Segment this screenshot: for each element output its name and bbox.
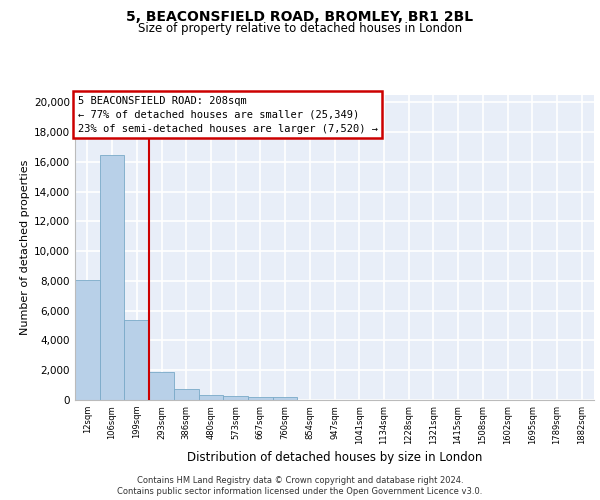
Bar — [199, 395, 223, 400]
Bar — [124, 320, 149, 400]
Text: Contains HM Land Registry data © Crown copyright and database right 2024.: Contains HM Land Registry data © Crown c… — [137, 476, 463, 485]
Bar — [75, 280, 100, 400]
Y-axis label: Number of detached properties: Number of detached properties — [20, 160, 30, 335]
Text: Size of property relative to detached houses in London: Size of property relative to detached ho… — [138, 22, 462, 35]
Text: Contains public sector information licensed under the Open Government Licence v3: Contains public sector information licen… — [118, 488, 482, 496]
Bar — [223, 396, 248, 400]
Bar — [100, 154, 124, 400]
Text: 5 BEACONSFIELD ROAD: 208sqm
← 77% of detached houses are smaller (25,349)
23% of: 5 BEACONSFIELD ROAD: 208sqm ← 77% of det… — [77, 96, 377, 134]
Bar — [149, 372, 174, 400]
X-axis label: Distribution of detached houses by size in London: Distribution of detached houses by size … — [187, 451, 482, 464]
Bar — [248, 397, 273, 400]
Text: 5, BEACONSFIELD ROAD, BROMLEY, BR1 2BL: 5, BEACONSFIELD ROAD, BROMLEY, BR1 2BL — [127, 10, 473, 24]
Bar — [273, 397, 298, 400]
Bar — [174, 389, 199, 400]
